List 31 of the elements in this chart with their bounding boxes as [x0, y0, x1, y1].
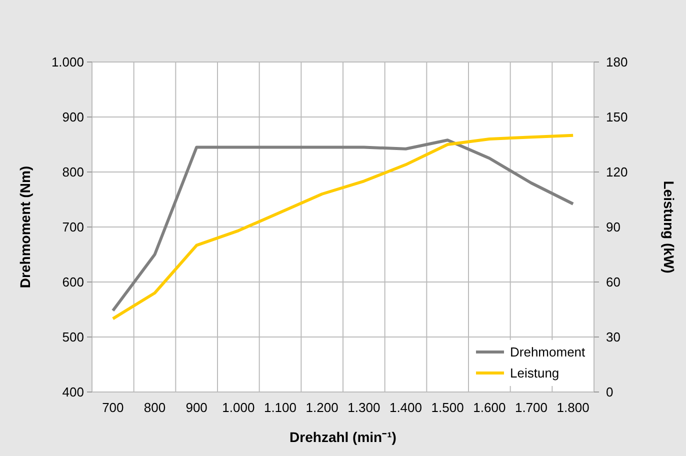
x-tick-label: 1.300	[348, 400, 380, 415]
y2-tick-label: 60	[606, 274, 620, 290]
x-tick-label: 1.000	[222, 400, 255, 415]
y2-tick-label: 90	[606, 220, 620, 235]
y-tick-label: 1.000	[51, 54, 84, 70]
y2-tick-label: 0	[606, 384, 614, 400]
x-axis-title: Drehzahl (min⁻¹)	[290, 429, 396, 445]
y-tick-label: 500	[62, 330, 84, 345]
x-tick-label: 800	[144, 400, 166, 415]
x-tick-label: 1.100	[264, 400, 297, 415]
y-tick-label: 900	[62, 110, 84, 125]
y-tick-label: 800	[62, 164, 84, 180]
x-tick-label: 700	[102, 400, 124, 415]
y2-tick-label: 120	[606, 164, 628, 180]
y-tick-label: 600	[62, 274, 84, 290]
y2-axis-title: Leistung (kW)	[661, 180, 677, 274]
x-tick-label: 1.400	[389, 400, 422, 415]
x-tick-label: 1.600	[473, 400, 506, 415]
x-tick-label: 1.500	[431, 400, 464, 415]
y-tick-label: 400	[62, 384, 84, 400]
x-tick-label: 1.200	[306, 400, 338, 415]
y-axis-title: Drehmoment (Nm)	[17, 166, 33, 288]
legend-label: Leistung	[510, 366, 560, 381]
y-tick-label: 700	[62, 220, 84, 235]
x-tick-label: 1.800	[556, 400, 590, 415]
y2-tick-label: 180	[606, 54, 628, 70]
x-tick-label: 900	[186, 400, 208, 415]
x-tick-label: 1.700	[514, 400, 548, 415]
legend-label: Drehmoment	[510, 344, 586, 360]
y2-tick-label: 150	[606, 110, 628, 125]
y2-tick-label: 30	[606, 330, 620, 345]
